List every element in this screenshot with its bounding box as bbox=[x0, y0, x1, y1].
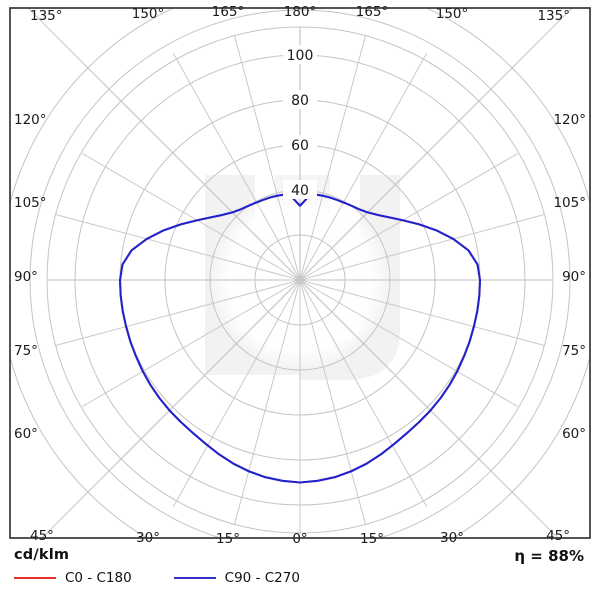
legend-items: C0 - C180 C90 - C270 bbox=[14, 570, 342, 586]
legend-line-swatch-blue bbox=[173, 577, 216, 579]
angle-tick-label: 180° bbox=[284, 4, 317, 20]
angle-tick-label: 120° bbox=[14, 112, 47, 128]
angle-tick-label: 45° bbox=[546, 528, 570, 544]
angle-tick-label: 165° bbox=[212, 4, 245, 20]
angle-tick-label: 105° bbox=[553, 195, 586, 211]
radial-label-backdrop bbox=[283, 45, 317, 64]
radial-label-backdrop bbox=[283, 90, 317, 109]
radial-tick-labels: 40 60 80 100 bbox=[283, 45, 317, 199]
angle-tick-label: 90° bbox=[562, 269, 586, 285]
legend-label-c0-c180: C0 - C180 bbox=[65, 570, 132, 586]
angle-tick-label: 0° bbox=[292, 531, 307, 547]
angle-tick-label: 165° bbox=[356, 4, 389, 20]
angle-tick-label: 15° bbox=[216, 531, 240, 547]
angle-tick-label: 150° bbox=[436, 6, 469, 22]
angle-tick-label: 150° bbox=[132, 6, 165, 22]
radial-tick-label-100: 100 bbox=[287, 48, 314, 64]
radial-label-backdrop bbox=[283, 135, 317, 154]
angle-tick-label: 90° bbox=[14, 269, 38, 285]
plot-border bbox=[9, 7, 591, 539]
angle-tick-label: 135° bbox=[30, 8, 63, 24]
legend-label-c90-c270: C90 - C270 bbox=[224, 570, 300, 586]
radial-tick-label-60: 60 bbox=[291, 138, 309, 154]
angle-tick-label: 15° bbox=[360, 531, 384, 547]
unit-label: cd/klm bbox=[14, 547, 70, 563]
legend-entry-c0-c180[interactable]: C0 - C180 bbox=[14, 570, 132, 586]
radial-tick-label-40: 40 bbox=[291, 183, 309, 199]
angle-tick-label: 45° bbox=[30, 528, 54, 544]
angle-tick-label: 105° bbox=[14, 195, 47, 211]
angle-tick-label: 75° bbox=[562, 343, 586, 359]
legend-line-swatch-red bbox=[14, 577, 56, 579]
legend-area: cd/klm η = 88% C0 - C180 C90 - C270 bbox=[0, 545, 600, 600]
angle-tick-label: 75° bbox=[14, 343, 38, 359]
angle-tick-label: 60° bbox=[14, 426, 38, 442]
angle-tick-label: 135° bbox=[537, 8, 570, 24]
angular-gridlines-extended bbox=[27, 8, 573, 538]
radial-tick-label-80: 80 bbox=[291, 93, 309, 109]
angle-tick-label: 120° bbox=[553, 112, 586, 128]
curve-c90-c270 bbox=[118, 193, 482, 484]
radial-label-backdrop bbox=[283, 180, 317, 199]
efficiency-label: η = 88% bbox=[514, 547, 584, 565]
angle-tick-label: 60° bbox=[562, 426, 586, 442]
legend-entry-c90-c270[interactable]: C90 - C270 bbox=[173, 570, 300, 586]
